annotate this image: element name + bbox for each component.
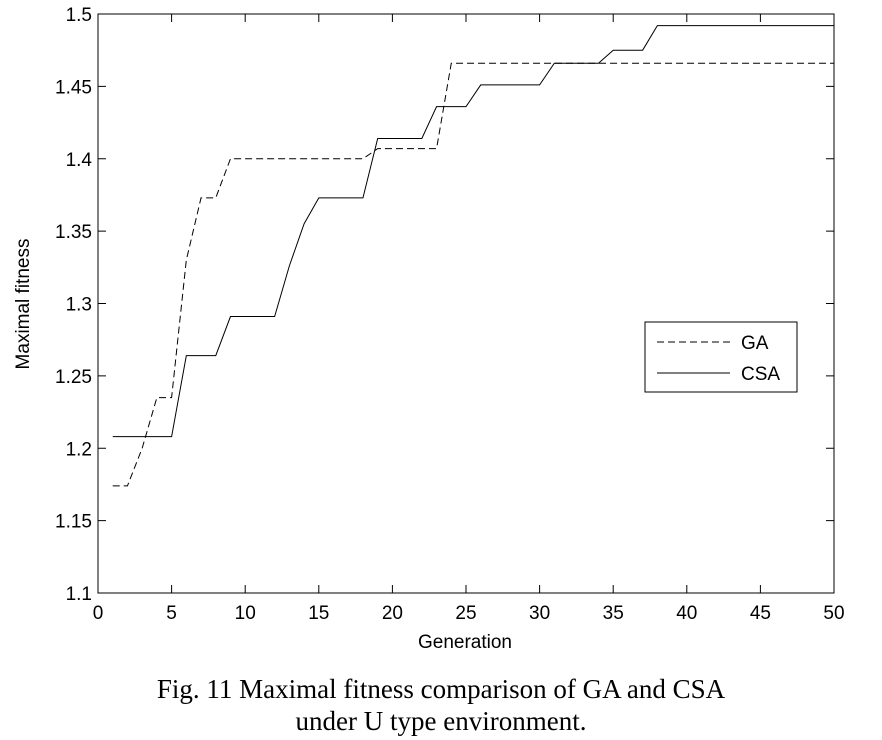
- x-tick-label: 50: [823, 603, 844, 624]
- y-tick-label: 1.35: [55, 222, 92, 243]
- x-tick-label: 0: [93, 603, 104, 624]
- series-line-ga: [112, 62, 834, 487]
- x-tick-label: 35: [603, 603, 624, 624]
- legend-box: [644, 321, 798, 393]
- legend-label-ga: GA: [741, 333, 769, 354]
- y-tick-label: 1.45: [55, 77, 92, 98]
- plot-area: [97, 13, 835, 594]
- y-tick-label: 1.2: [66, 439, 92, 460]
- y-tick-label: 1.25: [55, 367, 92, 388]
- x-tick-label: 10: [235, 603, 256, 624]
- y-axis-title: Maximal fitness: [13, 239, 34, 370]
- figure-caption-line-1: Fig. 11 Maximal fitness comparison of GA…: [156, 674, 726, 704]
- series-line-csa: [112, 25, 834, 438]
- y-tick-label: 1.3: [66, 295, 92, 316]
- series-layer: [112, 25, 834, 487]
- ticks-layer: 0 5 10 15 20 25 30 35 40 45 50 1.1 1.15 1.2 1.25 1.3 1.3…: [55, 5, 845, 624]
- y-tick-label: 1.1: [66, 584, 92, 605]
- x-axis-title: Generation: [418, 632, 512, 653]
- y-tick-label: 1.15: [55, 512, 92, 533]
- x-tick-label: 15: [308, 603, 329, 624]
- x-tick-label: 20: [382, 603, 403, 624]
- x-tick-label: 5: [166, 603, 177, 624]
- x-tick-label: 40: [676, 603, 697, 624]
- x-tick-label: 25: [455, 603, 476, 624]
- legend: GA CSA: [644, 321, 798, 393]
- x-tick-label: 30: [529, 603, 550, 624]
- plot-frame: [97, 13, 835, 594]
- legend-label-csa: CSA: [741, 364, 780, 385]
- figure-caption-line-2: under U type environment.: [295, 706, 587, 736]
- y-tick-label: 1.5: [66, 5, 92, 26]
- y-tick-label: 1.4: [66, 150, 93, 171]
- x-tick-label: 45: [750, 603, 771, 624]
